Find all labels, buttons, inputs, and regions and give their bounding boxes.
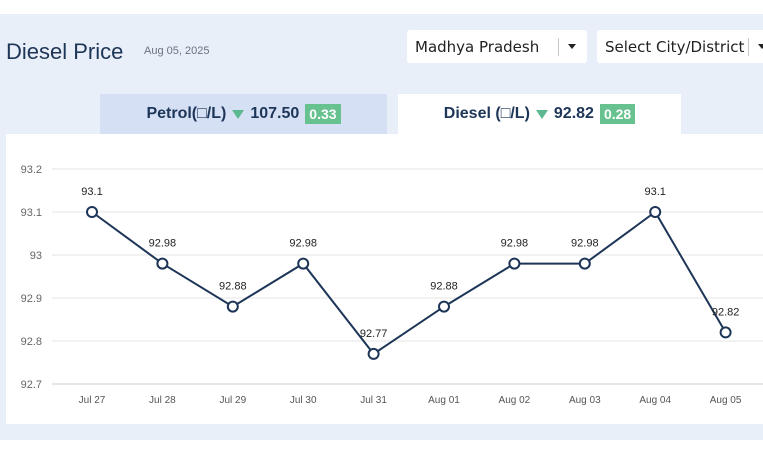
tab-petrol-change-badge: 0.33: [305, 104, 341, 124]
tab-petrol[interactable]: Petrol(□/L) 107.50 0.33: [100, 94, 387, 134]
tab-diesel-price: 92.82: [553, 105, 594, 122]
price-chart-card: 92.7 92.8 92.9 93 93.1 93.2 Jul 27 Jul 28 Jul 29…: [6, 134, 763, 424]
city-select-placeholder: Select City/District: [605, 38, 745, 56]
select-divider: [558, 38, 559, 56]
data-label: 92.88: [219, 281, 247, 293]
data-point: [578, 257, 591, 270]
y-tick-label: 92.9: [21, 293, 42, 305]
y-tick-label: 93.2: [21, 164, 42, 176]
data-point: [367, 347, 380, 360]
data-label: 92.88: [430, 281, 458, 293]
select-divider: [748, 38, 749, 56]
data-point: [297, 257, 310, 270]
x-tick-label: Aug 02: [499, 395, 531, 406]
x-tick-label: Aug 03: [569, 395, 601, 406]
y-tick-label: 92.8: [21, 336, 42, 348]
x-tick-label: Aug 05: [710, 395, 742, 406]
x-tick-label: Jul 27: [79, 395, 106, 406]
data-label: 92.82: [712, 306, 740, 318]
date-label: Aug 05, 2025: [144, 45, 210, 57]
state-select-value: Madhya Pradesh: [415, 38, 540, 56]
data-label: 92.98: [149, 238, 177, 250]
series-line: [91, 210, 727, 356]
chevron-down-icon[interactable]: [758, 44, 763, 49]
data-point: [156, 257, 169, 270]
data-label: 92.98: [501, 238, 529, 250]
tab-diesel[interactable]: Diesel (□/L) 92.82 0.28: [398, 94, 681, 134]
y-tick-label: 93: [30, 250, 42, 262]
x-tick-label: Aug 01: [428, 395, 460, 406]
data-point: [508, 257, 521, 270]
data-point: [719, 326, 732, 339]
data-point: [226, 300, 239, 313]
tab-diesel-change-badge: 0.28: [599, 104, 636, 124]
data-label: 93.1: [644, 186, 665, 198]
down-arrow-icon: [535, 109, 548, 119]
price-line-chart: 92.7 92.8 92.9 93 93.1 93.2 Jul 27 Jul 28 Jul 29…: [21, 164, 763, 406]
data-point: [86, 206, 98, 218]
data-label: 92.98: [571, 238, 599, 250]
y-tick-label: 92.7: [21, 379, 42, 391]
data-label: 92.77: [360, 328, 388, 340]
data-label: 93.1: [81, 186, 102, 198]
tab-petrol-price: 107.50: [250, 105, 300, 122]
chevron-down-icon[interactable]: [568, 44, 576, 49]
x-tick-label: Jul 28: [149, 395, 176, 406]
tab-petrol-label: Petrol(□/L): [146, 105, 227, 122]
x-tick-label: Aug 04: [639, 395, 671, 406]
tab-diesel-label: Diesel (□/L): [443, 105, 530, 122]
data-point: [438, 300, 450, 313]
y-tick-label: 93.1: [21, 207, 42, 219]
data-point: [649, 206, 662, 218]
x-tick-label: Jul 30: [290, 395, 317, 406]
page-title: Diesel Price: [6, 39, 124, 64]
down-arrow-icon: [232, 109, 245, 119]
x-tick-label: Jul 29: [219, 395, 246, 406]
city-select[interactable]: Select City/District: [597, 30, 763, 63]
state-select[interactable]: Madhya Pradesh: [407, 30, 587, 63]
x-tick-label: Jul 31: [360, 395, 387, 406]
data-label: 92.98: [289, 238, 317, 250]
